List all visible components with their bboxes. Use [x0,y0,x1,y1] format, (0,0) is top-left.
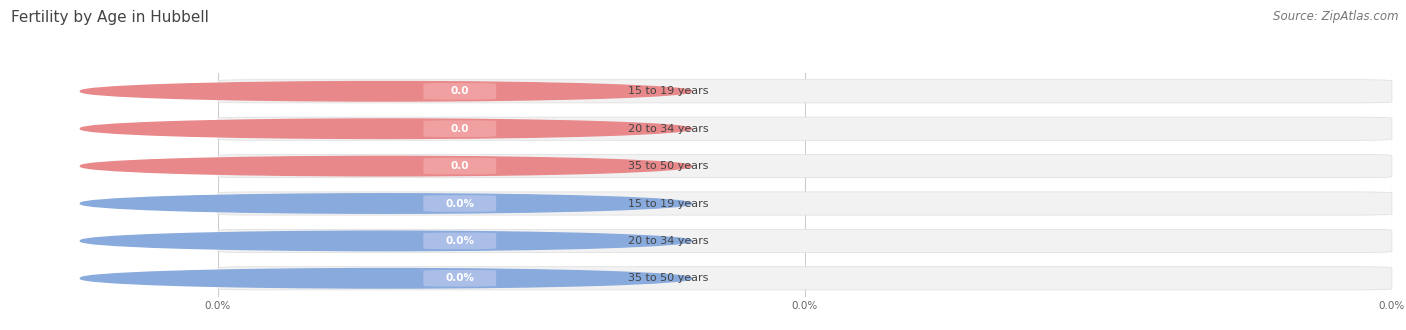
Text: Fertility by Age in Hubbell: Fertility by Age in Hubbell [11,10,209,25]
FancyBboxPatch shape [218,117,1392,140]
Text: 0.0%: 0.0% [446,236,474,246]
FancyBboxPatch shape [423,83,496,100]
Text: 15 to 19 years: 15 to 19 years [627,86,709,96]
Text: 20 to 34 years: 20 to 34 years [627,124,709,134]
Circle shape [80,82,692,101]
FancyBboxPatch shape [218,267,1392,290]
Text: 15 to 19 years: 15 to 19 years [627,199,709,209]
Text: 35 to 50 years: 35 to 50 years [627,273,709,283]
FancyBboxPatch shape [423,233,496,249]
Text: 20 to 34 years: 20 to 34 years [627,236,709,246]
Text: 0.0%: 0.0% [446,273,474,283]
FancyBboxPatch shape [423,158,496,175]
Circle shape [80,156,692,176]
Text: 0.0: 0.0 [450,124,470,134]
FancyBboxPatch shape [218,154,1392,178]
FancyBboxPatch shape [218,192,1392,215]
Text: Source: ZipAtlas.com: Source: ZipAtlas.com [1274,10,1399,23]
Text: 0.0%: 0.0% [446,199,474,209]
Circle shape [80,269,692,288]
FancyBboxPatch shape [423,270,496,287]
Circle shape [80,119,692,139]
FancyBboxPatch shape [423,195,496,212]
Text: 0.0: 0.0 [450,86,470,96]
FancyBboxPatch shape [218,80,1392,103]
Circle shape [80,231,692,251]
Text: 0.0: 0.0 [450,161,470,171]
FancyBboxPatch shape [423,120,496,137]
FancyBboxPatch shape [218,229,1392,252]
Text: 35 to 50 years: 35 to 50 years [627,161,709,171]
Circle shape [80,194,692,213]
